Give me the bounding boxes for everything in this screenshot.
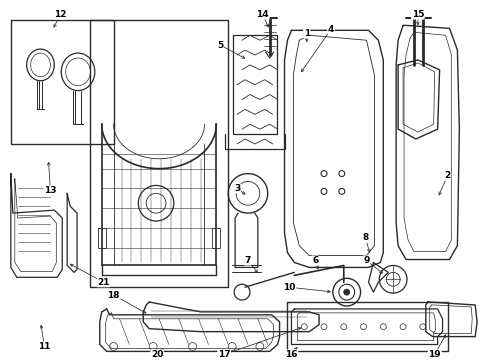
Text: 13: 13 — [44, 186, 57, 195]
Text: 15: 15 — [411, 10, 423, 19]
Text: 7: 7 — [244, 256, 251, 265]
Text: 14: 14 — [256, 10, 268, 19]
Text: 8: 8 — [362, 233, 368, 242]
Text: 18: 18 — [107, 291, 120, 300]
Text: 6: 6 — [311, 256, 318, 265]
Text: 10: 10 — [283, 283, 295, 292]
Text: 1: 1 — [303, 29, 309, 38]
Text: 4: 4 — [327, 25, 333, 34]
Text: 21: 21 — [97, 278, 110, 287]
Text: 11: 11 — [38, 342, 51, 351]
Text: 9: 9 — [363, 256, 369, 265]
Text: 12: 12 — [54, 10, 66, 19]
Text: 5: 5 — [217, 41, 223, 50]
Text: 17: 17 — [218, 350, 230, 359]
Text: 20: 20 — [151, 350, 163, 359]
Circle shape — [343, 289, 349, 295]
Text: 16: 16 — [285, 350, 297, 359]
Text: 3: 3 — [233, 184, 240, 193]
Text: 2: 2 — [444, 171, 450, 180]
Text: 19: 19 — [427, 350, 440, 359]
